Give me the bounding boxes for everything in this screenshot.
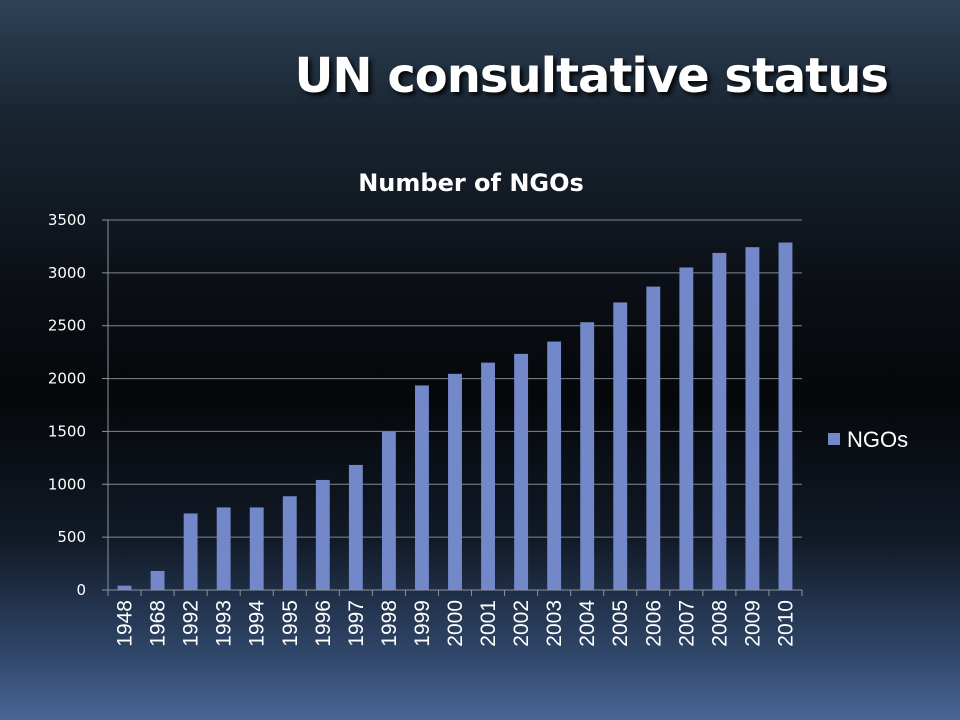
x-tick-label: 2004 — [576, 600, 599, 647]
bar-1994 — [249, 507, 264, 590]
bar-2005 — [613, 302, 628, 590]
x-tick-labels: 1948 1968 1992 1993 1994 1995 1996 1997 1998 1999… — [114, 600, 798, 647]
x-tick-label: 1993 — [213, 600, 236, 647]
bar-1999 — [415, 385, 429, 590]
x-tick-label: 2010 — [774, 600, 797, 647]
y-tick-label: 1500 — [48, 422, 86, 440]
bar-2004 — [580, 322, 595, 590]
x-tick-label: 2001 — [477, 600, 500, 647]
x-tick-label: 2000 — [444, 600, 467, 647]
x-tick-label: 2002 — [510, 600, 533, 647]
legend: NGOs — [828, 427, 908, 452]
chart-title: Number of NGOs — [358, 169, 584, 197]
bar-2010 — [778, 242, 793, 590]
y-tick-labels: 0 500 1000 1500 2000 2500 3000 3500 — [48, 211, 108, 599]
x-tick-label: 2006 — [642, 600, 665, 647]
bar-2007 — [679, 267, 694, 590]
x-tick-label: 2005 — [609, 600, 632, 647]
bar-1997 — [348, 464, 363, 590]
legend-label: NGOs — [847, 427, 908, 452]
bar-1998 — [381, 431, 396, 590]
x-tick-label: 2003 — [543, 600, 566, 647]
x-tick-label: 1995 — [279, 600, 302, 647]
bar-1992 — [183, 513, 198, 590]
bar-2006 — [646, 286, 661, 590]
y-tick-label: 2000 — [48, 370, 86, 388]
x-tick-label: 1998 — [378, 600, 401, 647]
bars — [117, 242, 793, 590]
x-tick-label: 1994 — [246, 600, 269, 647]
bar-2002 — [514, 353, 529, 590]
x-tick-label: 1992 — [180, 600, 203, 647]
x-tick-label: 2007 — [675, 600, 698, 647]
axes — [107, 220, 803, 596]
x-tick-label: 1948 — [114, 600, 137, 647]
x-tick-label: 1996 — [312, 600, 335, 647]
x-tick-label: 1997 — [345, 600, 368, 647]
y-tick-label: 0 — [76, 581, 86, 599]
slide-title: UN consultative status — [294, 48, 889, 104]
y-tick-label: 2500 — [48, 317, 86, 335]
bar-2009 — [745, 247, 760, 590]
bar-1996 — [315, 479, 330, 590]
x-tick-label: 1999 — [411, 600, 434, 647]
bar-1948 — [117, 585, 132, 590]
bar-2008 — [712, 252, 727, 590]
x-tick-label: 1968 — [147, 600, 170, 647]
y-tick-label: 3500 — [48, 211, 86, 229]
bar-1968 — [150, 570, 165, 590]
y-tick-label: 3000 — [48, 264, 86, 282]
bar-2001 — [481, 362, 495, 590]
x-tick-label: 2009 — [741, 600, 764, 647]
x-tick-label: 2008 — [708, 600, 731, 647]
bar-2000 — [448, 373, 462, 590]
bar-1995 — [282, 496, 297, 590]
y-tick-label: 1000 — [48, 475, 86, 493]
legend-swatch — [828, 433, 840, 445]
bar-2003 — [547, 341, 562, 590]
bar-1993 — [216, 507, 231, 590]
y-tick-label: 500 — [57, 528, 86, 546]
